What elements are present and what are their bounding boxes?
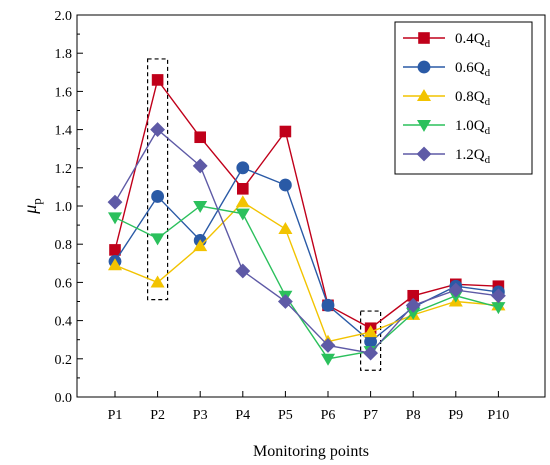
highlight-box: [360, 310, 382, 371]
legend-label: 0.4Qd: [455, 31, 491, 50]
data-point: [109, 244, 121, 256]
highlight-box: [147, 58, 169, 301]
data-point: [279, 125, 292, 138]
data-point: [107, 212, 123, 225]
data-point: [235, 208, 250, 221]
y-axis-label-main: μ: [20, 205, 40, 215]
data-point: [151, 74, 164, 86]
y-tick-label: 0.4: [55, 315, 73, 330]
series-line: [114, 166, 499, 343]
data-point: [363, 345, 379, 361]
data-point: [448, 282, 464, 298]
legend-label-main: 1.2Q: [455, 147, 485, 163]
data-point: [235, 195, 250, 208]
series-3: [107, 200, 506, 366]
y-tick-label: 1.8: [55, 47, 73, 62]
data-point: [150, 275, 165, 288]
data-point: [320, 338, 336, 353]
y-tick-label: 2.0: [55, 9, 73, 24]
data-point: [150, 233, 165, 246]
x-tick-label: P9: [448, 408, 463, 423]
legend-label-sub: d: [485, 154, 491, 166]
x-tick-label: P1: [108, 408, 123, 423]
data-point: [277, 294, 293, 309]
legend-entry: 1.0Qd: [403, 118, 491, 137]
legend-entry: 1.2Qd: [403, 146, 491, 166]
legend-entry: 0.4Qd: [403, 31, 491, 50]
legend-label-sub: d: [485, 125, 491, 137]
y-tick-label: 0.0: [55, 391, 73, 406]
series-1: [108, 161, 505, 349]
series-line: [114, 205, 499, 360]
x-tick-label: P6: [321, 408, 336, 423]
data-point: [320, 353, 336, 366]
y-axis-label: μp: [20, 198, 44, 215]
y-tick-label: 0.8: [55, 238, 73, 253]
legend-label-main: 0.6Q: [455, 60, 485, 76]
x-axis-label: Monitoring points: [253, 443, 369, 460]
data-point: [235, 263, 251, 279]
data-point: [278, 222, 293, 234]
y-axis-label-sub: p: [29, 198, 44, 205]
data-point: [237, 183, 249, 195]
legend-label-main: 1.0Q: [455, 118, 485, 134]
legend-label-sub: d: [485, 38, 491, 50]
legend-entry: 0.6Qd: [403, 60, 491, 79]
data-point: [405, 297, 421, 313]
data-point: [151, 190, 164, 203]
legend-label: 1.2Qd: [455, 147, 491, 166]
data-point: [107, 194, 123, 210]
y-tick-label: 1.6: [55, 85, 73, 100]
data-point: [236, 161, 250, 175]
y-tick-label: 1.2: [55, 162, 73, 177]
data-point: [194, 131, 206, 144]
legend-marker: [416, 146, 432, 162]
y-tick-label: 0.6: [55, 276, 73, 291]
y-tick-label: 0.2: [55, 353, 73, 368]
legend-label-sub: d: [485, 96, 491, 108]
y-tick-label: 1.4: [55, 124, 73, 139]
data-point: [278, 178, 292, 192]
series-line: [114, 78, 499, 330]
legend-label-sub: d: [485, 67, 491, 79]
x-tick-label: P3: [193, 408, 208, 423]
legend-box: [394, 21, 533, 175]
legend-entry: 0.8Qd: [403, 89, 491, 108]
axes: 0.0 0.2 0.4 0.6 0.8 1.0 1.2 1.4 1.6 1.8 2.0 P1 P2 P3 P…: [20, 9, 546, 460]
data-point: [363, 325, 378, 338]
data-point: [490, 288, 506, 304]
legend-marker: [416, 89, 432, 102]
y-tick-label: 1.0: [55, 200, 73, 215]
legend-label: 0.8Qd: [455, 89, 491, 108]
series-line: [114, 201, 499, 343]
legend-label: 1.0Qd: [455, 118, 491, 137]
data-point: [321, 298, 335, 312]
data-point: [107, 258, 123, 271]
series-layer: [107, 74, 506, 366]
x-tick-label: P5: [278, 408, 293, 423]
series-line: [114, 128, 499, 354]
legend-label-main: 0.4Q: [455, 31, 485, 47]
legend-marker: [416, 119, 432, 132]
series-4: [107, 122, 506, 361]
x-tick-label: P4: [235, 408, 250, 423]
x-tick-label: P7: [363, 408, 378, 423]
data-point: [150, 122, 166, 138]
x-tick-label: P10: [488, 408, 510, 423]
data-point: [193, 200, 208, 213]
data-point: [193, 239, 208, 252]
x-tick-label: P8: [406, 408, 421, 423]
legend-label: 0.6Qd: [455, 60, 491, 79]
highlight-boxes: [147, 58, 382, 371]
legend-marker: [418, 32, 430, 44]
legend-marker: [417, 60, 431, 74]
data-point: [192, 158, 208, 174]
legend-label-main: 0.8Q: [455, 89, 485, 105]
x-tick-label: P2: [150, 408, 165, 423]
